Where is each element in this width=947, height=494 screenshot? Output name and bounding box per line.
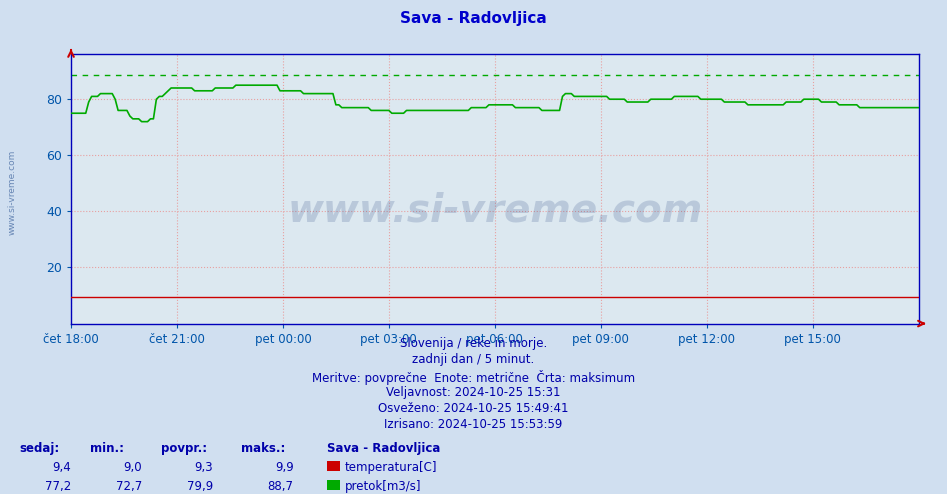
Text: www.si-vreme.com: www.si-vreme.com (287, 192, 703, 230)
Text: Slovenija / reke in morje.: Slovenija / reke in morje. (400, 337, 547, 350)
Text: Meritve: povprečne  Enote: metrične  Črta: maksimum: Meritve: povprečne Enote: metrične Črta:… (312, 370, 635, 384)
Text: sedaj:: sedaj: (19, 442, 60, 455)
Text: Osveženo: 2024-10-25 15:49:41: Osveženo: 2024-10-25 15:49:41 (378, 402, 569, 415)
Text: 72,7: 72,7 (116, 480, 142, 493)
Text: pretok[m3/s]: pretok[m3/s] (345, 480, 421, 493)
Text: 9,3: 9,3 (194, 461, 213, 474)
Text: Veljavnost: 2024-10-25 15:31: Veljavnost: 2024-10-25 15:31 (386, 386, 561, 399)
Text: temperatura[C]: temperatura[C] (345, 461, 438, 474)
Text: zadnji dan / 5 minut.: zadnji dan / 5 minut. (412, 353, 535, 366)
Text: 79,9: 79,9 (187, 480, 213, 493)
Text: min.:: min.: (90, 442, 124, 455)
Text: povpr.:: povpr.: (161, 442, 207, 455)
Text: maks.:: maks.: (241, 442, 286, 455)
Text: 88,7: 88,7 (268, 480, 294, 493)
Text: Sava - Radovljica: Sava - Radovljica (327, 442, 440, 455)
Text: 9,4: 9,4 (52, 461, 71, 474)
Text: 9,0: 9,0 (123, 461, 142, 474)
Text: Izrisano: 2024-10-25 15:53:59: Izrisano: 2024-10-25 15:53:59 (384, 418, 563, 431)
Text: 9,9: 9,9 (275, 461, 294, 474)
Text: www.si-vreme.com: www.si-vreme.com (8, 150, 17, 235)
Text: 77,2: 77,2 (45, 480, 71, 493)
Text: Sava - Radovljica: Sava - Radovljica (401, 11, 546, 26)
